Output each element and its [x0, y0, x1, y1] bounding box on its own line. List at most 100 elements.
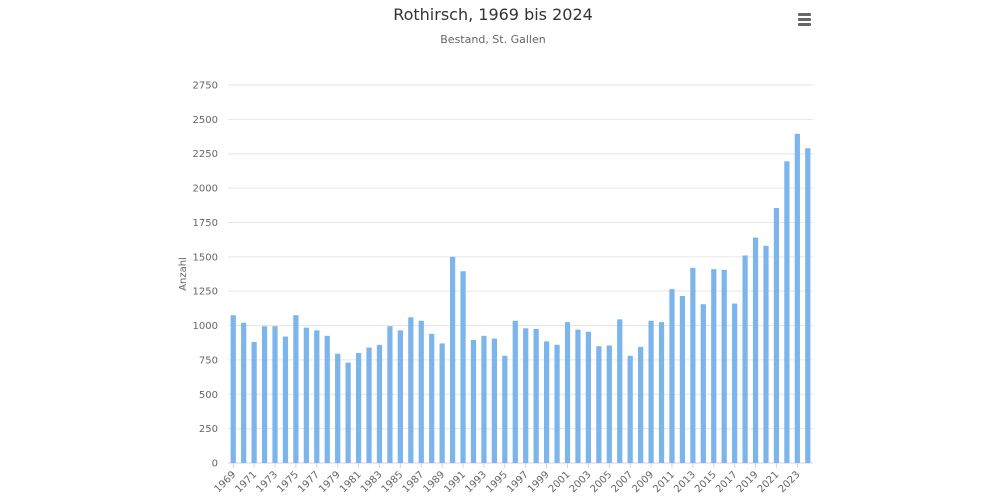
x-tick-label: 2007: [610, 469, 636, 495]
bar: [460, 271, 466, 463]
x-tick-label: 1983: [359, 469, 385, 495]
bar: [627, 355, 633, 463]
x-tick-label: 1989: [421, 469, 447, 495]
y-axis-title: Anzahl: [178, 257, 189, 291]
bar: [324, 335, 330, 463]
bar: [366, 347, 372, 463]
x-tick-label: 1973: [254, 469, 280, 495]
bar: [784, 161, 790, 463]
bar: [554, 344, 560, 463]
y-tick-label: 2500: [193, 115, 218, 126]
bar: [596, 346, 602, 463]
chart-subtitle: Bestand, St. Gallen: [440, 33, 546, 46]
bar: [272, 326, 278, 463]
x-tick-label: 1987: [401, 469, 427, 495]
bar: [658, 322, 665, 463]
bar: [449, 256, 456, 463]
bar: [752, 237, 759, 463]
bar: [387, 326, 393, 463]
bar: [575, 329, 581, 463]
x-tick-label: 2011: [651, 469, 677, 495]
x-tick-label: 1969: [213, 469, 239, 495]
bar: [230, 315, 236, 463]
x-tick-label: 2019: [735, 469, 761, 495]
bar: [617, 319, 623, 463]
x-tick-label: 2023: [777, 469, 803, 495]
y-tick-label: 2750: [193, 81, 218, 92]
bar: [241, 322, 247, 463]
bar: [732, 303, 738, 463]
bar: [376, 344, 383, 463]
bar: [805, 148, 811, 463]
y-tick-label: 1750: [193, 218, 218, 229]
bar: [773, 208, 780, 463]
bar: [293, 315, 299, 463]
x-tick-label: 1977: [296, 469, 322, 495]
x-tick-label: 1991: [442, 469, 468, 495]
bar: [470, 339, 477, 463]
bar: [261, 326, 268, 463]
bar: [481, 335, 487, 463]
x-tick-label: 1981: [338, 469, 364, 495]
bar: [502, 355, 508, 463]
y-tick-label: 1250: [193, 287, 218, 298]
x-tick-label: 1985: [380, 469, 406, 495]
x-tick-label: 1971: [233, 469, 259, 495]
x-tick-label: 1975: [275, 469, 301, 495]
bar: [700, 304, 706, 463]
x-tick-label: 2009: [630, 469, 656, 495]
x-tick-label: 1993: [463, 469, 489, 495]
bar: [418, 320, 424, 463]
bar: [533, 328, 539, 463]
bar: [564, 322, 571, 463]
bar: [669, 289, 675, 463]
y-tick-label: 2250: [193, 149, 218, 160]
bar: [794, 133, 800, 463]
bar: [282, 336, 289, 463]
bar: [585, 331, 592, 463]
bar: [251, 342, 257, 463]
menu-line: [798, 13, 811, 16]
hamburger-menu-icon[interactable]: [790, 8, 818, 30]
menu-line: [798, 23, 811, 26]
x-tick-label: 2003: [568, 469, 594, 495]
y-tick-label: 2000: [193, 184, 218, 195]
bar: [638, 346, 644, 463]
y-tick-label: 500: [199, 390, 218, 401]
bar: [439, 343, 445, 463]
bar: [397, 330, 403, 463]
bar: [429, 333, 435, 463]
bar: [355, 353, 362, 463]
chart-title: Rothirsch, 1969 bis 2024: [393, 5, 593, 24]
x-tick-label: 2021: [756, 469, 782, 495]
bar: [345, 362, 351, 463]
x-tick-label: 1979: [317, 469, 343, 495]
bar: [491, 338, 497, 463]
bar: [648, 320, 654, 463]
x-tick-label: 2015: [693, 469, 719, 495]
x-tick-label: 2013: [672, 469, 698, 495]
y-tick-label: 750: [199, 355, 218, 366]
bar: [763, 245, 769, 463]
x-tick-label: 2017: [714, 469, 740, 495]
bar: [721, 269, 727, 463]
bar: [711, 269, 717, 463]
x-tick-label: 1995: [484, 469, 510, 495]
x-tick-label: 1997: [505, 469, 531, 495]
menu-line: [798, 18, 811, 21]
y-tick-label: 0: [212, 459, 218, 470]
bar: [742, 255, 748, 463]
bar: [606, 345, 612, 463]
bar: [523, 328, 529, 463]
bar: [335, 353, 341, 463]
bar: [314, 330, 320, 463]
bar: [512, 320, 518, 463]
bar: [544, 341, 550, 463]
bar: [303, 327, 309, 463]
y-tick-label: 1500: [193, 252, 218, 263]
x-tick-label: 2005: [589, 469, 615, 495]
y-tick-label: 250: [199, 424, 218, 435]
x-tick-label: 1999: [526, 469, 552, 495]
